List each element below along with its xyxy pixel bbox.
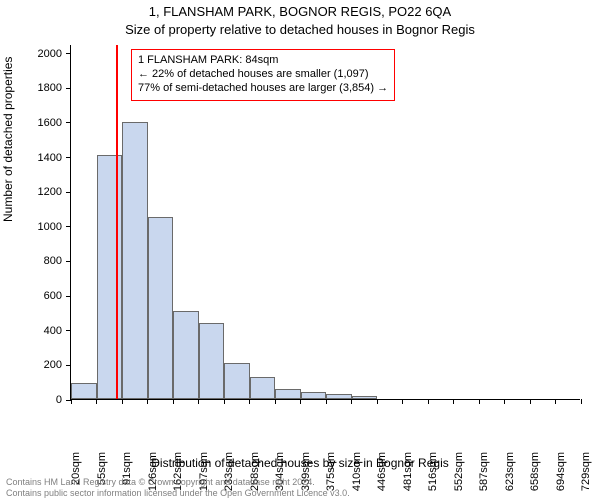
x-tick	[504, 399, 505, 404]
plot-area: 1 FLANSHAM PARK: 84sqm← 22% of detached …	[70, 45, 580, 400]
x-tick	[581, 399, 582, 404]
y-tick-label: 600	[0, 290, 62, 302]
x-tick	[224, 399, 225, 404]
histogram-bar	[199, 323, 225, 399]
x-tick	[71, 399, 72, 404]
y-tick	[66, 296, 71, 297]
x-tick	[96, 399, 97, 404]
x-tick	[555, 399, 556, 404]
annotation-line: 1 FLANSHAM PARK: 84sqm	[138, 54, 388, 68]
x-tick	[300, 399, 301, 404]
property-marker-line	[116, 45, 118, 399]
y-tick-label: 1400	[0, 152, 62, 164]
x-tick	[147, 399, 148, 404]
footer-line-1: Contains HM Land Registry data © Crown c…	[6, 477, 350, 487]
y-tick	[66, 365, 71, 366]
histogram-bar	[326, 394, 352, 399]
histogram-bar	[275, 389, 301, 399]
y-tick	[66, 53, 71, 54]
x-tick	[351, 399, 352, 404]
y-tick	[66, 226, 71, 227]
footer-attribution: Contains HM Land Registry data © Crown c…	[6, 477, 350, 498]
histogram-bar	[173, 311, 199, 399]
annotation-line: 77% of semi-detached houses are larger (…	[138, 82, 388, 96]
chart-title-sub: Size of property relative to detached ho…	[0, 22, 600, 37]
y-tick	[66, 330, 71, 331]
y-tick	[66, 192, 71, 193]
y-tick-label: 2000	[0, 48, 62, 60]
y-tick	[66, 157, 71, 158]
histogram-bar	[148, 217, 174, 399]
y-tick-label: 0	[0, 394, 62, 406]
x-tick	[479, 399, 480, 404]
annotation-box: 1 FLANSHAM PARK: 84sqm← 22% of detached …	[131, 49, 395, 101]
x-tick	[326, 399, 327, 404]
histogram-bar	[122, 122, 148, 399]
x-tick	[275, 399, 276, 404]
annotation-line: ← 22% of detached houses are smaller (1,…	[138, 68, 388, 82]
x-tick	[402, 399, 403, 404]
y-tick-label: 1200	[0, 186, 62, 198]
x-tick	[377, 399, 378, 404]
chart-title-main: 1, FLANSHAM PARK, BOGNOR REGIS, PO22 6QA	[0, 4, 600, 19]
x-tick	[122, 399, 123, 404]
y-tick-label: 200	[0, 359, 62, 371]
histogram-bar	[250, 377, 276, 400]
y-tick-label: 400	[0, 325, 62, 337]
histogram-bar	[352, 396, 378, 399]
y-tick-label: 800	[0, 255, 62, 267]
histogram-bar	[224, 363, 250, 399]
y-tick	[66, 261, 71, 262]
y-tick-label: 1800	[0, 82, 62, 94]
x-tick	[530, 399, 531, 404]
histogram-bar	[301, 392, 327, 399]
y-tick-label: 1600	[0, 117, 62, 129]
footer-line-2: Contains public sector information licen…	[6, 488, 350, 498]
x-axis-label: Distribution of detached houses by size …	[0, 456, 600, 470]
y-tick	[66, 122, 71, 123]
x-tick	[453, 399, 454, 404]
y-tick	[66, 88, 71, 89]
y-tick-label: 1000	[0, 221, 62, 233]
x-tick	[173, 399, 174, 404]
x-tick	[428, 399, 429, 404]
chart-container: 1, FLANSHAM PARK, BOGNOR REGIS, PO22 6QA…	[0, 0, 600, 500]
x-tick	[249, 399, 250, 404]
histogram-bar	[71, 383, 97, 399]
x-tick	[198, 399, 199, 404]
